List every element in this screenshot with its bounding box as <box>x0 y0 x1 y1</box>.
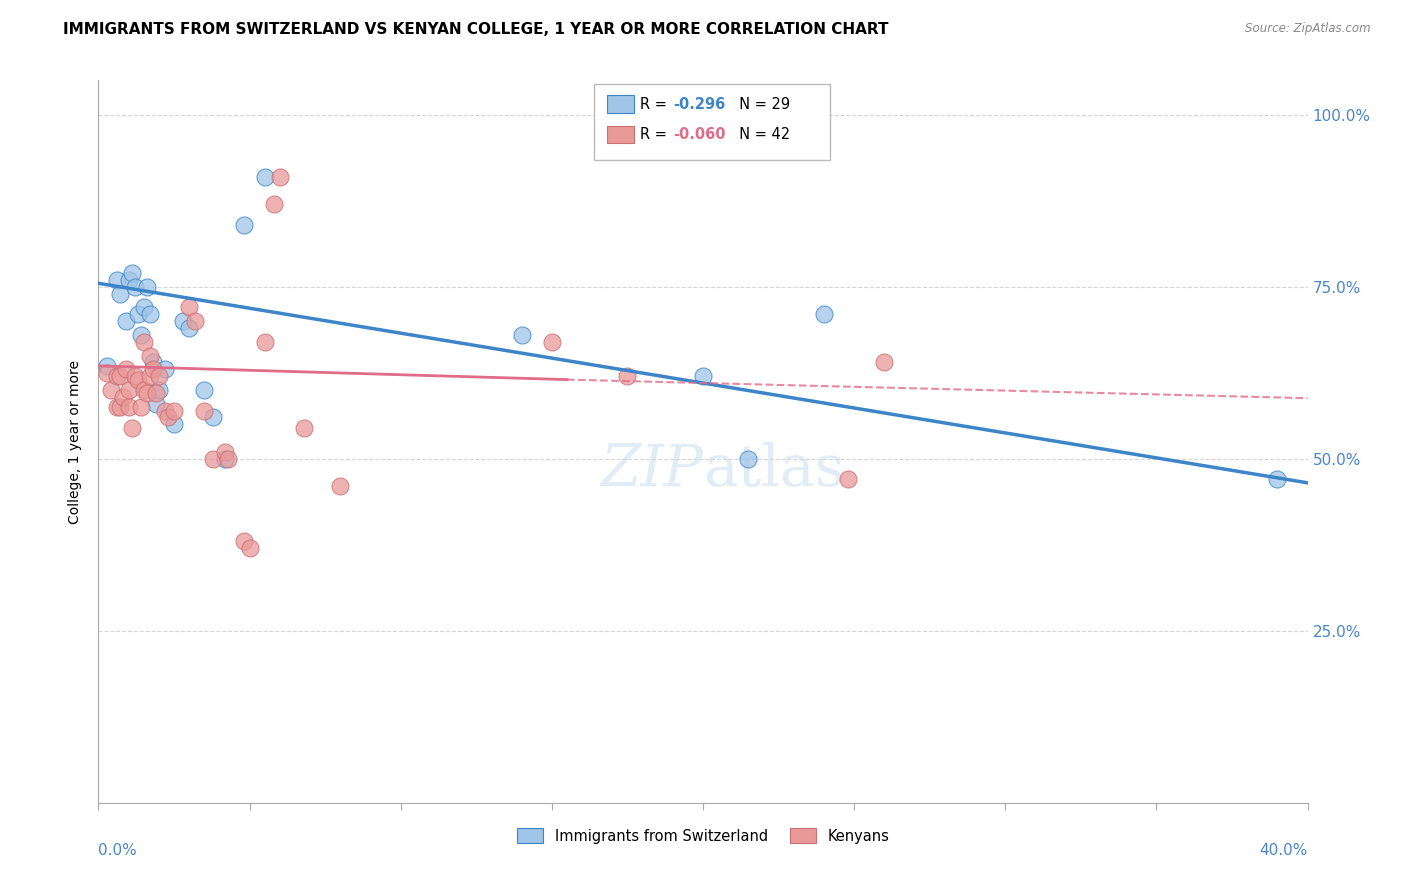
Point <box>217 451 239 466</box>
Point <box>139 307 162 321</box>
Text: atlas: atlas <box>703 442 845 499</box>
Point <box>253 334 276 349</box>
Text: 40.0%: 40.0% <box>1260 843 1308 857</box>
Point <box>214 445 236 459</box>
Point <box>105 400 128 414</box>
Point <box>118 273 141 287</box>
Point <box>269 169 291 184</box>
Point <box>145 386 167 401</box>
Point <box>292 421 315 435</box>
Point <box>153 362 176 376</box>
Point <box>121 421 143 435</box>
Point <box>184 314 207 328</box>
Point <box>96 359 118 373</box>
Point <box>108 369 131 384</box>
Point <box>124 279 146 293</box>
Point <box>179 321 201 335</box>
Text: IMMIGRANTS FROM SWITZERLAND VS KENYAN COLLEGE, 1 YEAR OR MORE CORRELATION CHART: IMMIGRANTS FROM SWITZERLAND VS KENYAN CO… <box>63 22 889 37</box>
Y-axis label: College, 1 year or more: College, 1 year or more <box>69 359 83 524</box>
Point <box>329 479 352 493</box>
Point <box>127 307 149 321</box>
Point <box>156 410 179 425</box>
Text: N = 29: N = 29 <box>730 96 790 112</box>
Point <box>139 369 162 384</box>
Point <box>142 362 165 376</box>
Legend: Immigrants from Switzerland, Kenyans: Immigrants from Switzerland, Kenyans <box>510 822 896 850</box>
Point <box>692 369 714 384</box>
Point <box>118 383 141 397</box>
Point <box>129 400 152 414</box>
FancyBboxPatch shape <box>607 95 634 112</box>
Point <box>616 369 638 384</box>
Point <box>837 472 859 486</box>
Point <box>100 383 122 397</box>
Point <box>202 410 225 425</box>
Point <box>132 383 155 397</box>
Point <box>737 451 759 466</box>
Point <box>139 349 162 363</box>
Point <box>163 417 186 432</box>
Point <box>813 307 835 321</box>
Point <box>114 314 136 328</box>
Point <box>105 273 128 287</box>
Text: -0.060: -0.060 <box>672 127 725 142</box>
Point <box>153 403 176 417</box>
Point <box>148 369 170 384</box>
Point <box>121 266 143 280</box>
Point <box>111 390 134 404</box>
Point <box>510 327 533 342</box>
Point <box>193 403 215 417</box>
Point <box>132 301 155 315</box>
Point <box>118 400 141 414</box>
Point <box>232 218 254 232</box>
Point <box>108 286 131 301</box>
Point <box>135 386 157 401</box>
Point <box>148 383 170 397</box>
Text: 0.0%: 0.0% <box>98 843 138 857</box>
Point <box>129 327 152 342</box>
Point <box>202 451 225 466</box>
Text: R =: R = <box>640 96 672 112</box>
Point <box>232 534 254 549</box>
Point <box>135 279 157 293</box>
Point <box>239 541 262 556</box>
FancyBboxPatch shape <box>595 84 830 160</box>
Point <box>132 334 155 349</box>
Point <box>179 301 201 315</box>
Point <box>127 373 149 387</box>
Point <box>96 366 118 380</box>
Text: R =: R = <box>640 127 672 142</box>
Point <box>873 355 896 369</box>
Point <box>163 403 186 417</box>
Point <box>193 383 215 397</box>
Point <box>172 314 194 328</box>
Text: -0.296: -0.296 <box>672 96 725 112</box>
Point <box>253 169 276 184</box>
Point <box>540 334 562 349</box>
Point <box>214 451 236 466</box>
FancyBboxPatch shape <box>607 126 634 143</box>
Text: N = 42: N = 42 <box>730 127 790 142</box>
Point <box>105 369 128 384</box>
Point <box>1267 472 1289 486</box>
Point <box>263 197 285 211</box>
Point <box>124 369 146 384</box>
Point <box>145 397 167 411</box>
Point <box>142 355 165 369</box>
Point <box>108 400 131 414</box>
Text: Source: ZipAtlas.com: Source: ZipAtlas.com <box>1246 22 1371 36</box>
Text: ZIP: ZIP <box>600 442 703 499</box>
Point <box>114 362 136 376</box>
